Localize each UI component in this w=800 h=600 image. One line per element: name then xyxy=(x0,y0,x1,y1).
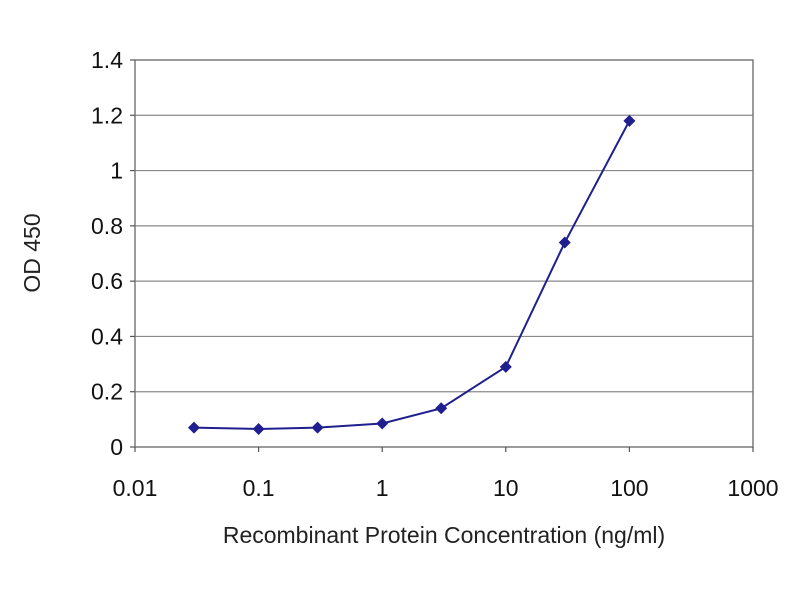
x-axis-ticks: 0.01 0.1 1 10 100 1000 xyxy=(113,447,779,501)
x-tick-label: 0.1 xyxy=(243,475,275,501)
y-tick-label: 0.4 xyxy=(91,323,123,349)
x-tick-label: 1 xyxy=(376,475,389,501)
data-point xyxy=(187,421,200,434)
data-series xyxy=(187,114,636,436)
y-tick-label: 1.2 xyxy=(91,102,123,128)
data-point xyxy=(435,402,448,415)
y-tick-label: 0.6 xyxy=(91,268,123,294)
data-point xyxy=(499,360,512,373)
y-tick-label: 1.4 xyxy=(91,47,123,73)
y-axis-ticks: 0 0.2 0.4 0.6 0.8 1 1.2 1.4 xyxy=(91,47,135,460)
x-tick-label: 10 xyxy=(493,475,519,501)
data-point xyxy=(252,423,265,436)
x-axis-label: Recombinant Protein Concentration (ng/ml… xyxy=(223,522,665,548)
x-tick-label: 0.01 xyxy=(113,475,158,501)
y-tick-label: 1 xyxy=(110,158,123,184)
data-point xyxy=(558,236,571,249)
x-tick-label: 100 xyxy=(610,475,648,501)
data-point xyxy=(623,114,636,127)
x-tick-label: 1000 xyxy=(727,475,778,501)
y-tick-label: 0 xyxy=(110,434,123,460)
y-tick-label: 0.2 xyxy=(91,379,123,405)
series-line xyxy=(193,120,631,431)
gridlines xyxy=(135,114,753,393)
plot-area xyxy=(134,59,754,448)
y-axis-label: OD 450 xyxy=(19,213,45,292)
data-point xyxy=(376,417,389,430)
y-tick-label: 0.8 xyxy=(91,213,123,239)
data-point xyxy=(311,421,324,434)
